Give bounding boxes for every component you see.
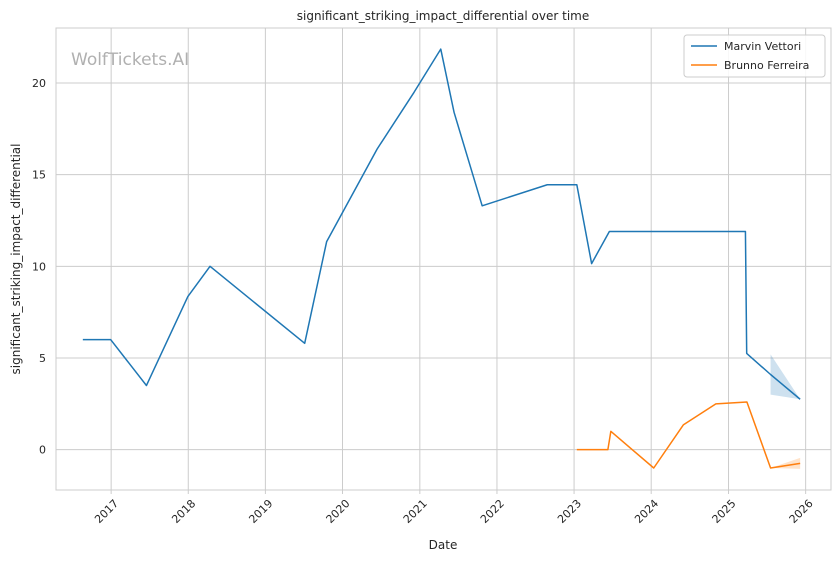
plot-area (55, 27, 832, 491)
chart-title: significant_striking_impact_differential… (297, 9, 589, 23)
watermark: WolfTickets.AI (71, 50, 189, 70)
y-tick-label: 10 (32, 260, 46, 273)
legend-label-1: Marvin Vettori (724, 40, 801, 53)
y-tick-label: 15 (32, 169, 46, 182)
confidence-band-series-1 (770, 354, 801, 400)
series-line-1 (82, 48, 801, 400)
legend-label-2: Brunno Ferreira (724, 59, 809, 72)
plot-frame (55, 27, 832, 491)
y-tick-label: 5 (39, 352, 46, 365)
legend-box (683, 34, 826, 78)
series-line-2 (576, 401, 801, 469)
y-tick-label: 0 (39, 444, 46, 457)
y-axis-title: significant_striking_impact_differential (9, 144, 23, 375)
y-axis: 0 5 10 15 20 (32, 77, 46, 457)
legend: Marvin Vettori Brunno Ferreira (683, 34, 826, 78)
grid-lines (56, 28, 831, 490)
x-axis-title: Date (429, 538, 458, 552)
series-lines (82, 48, 801, 469)
y-tick-label: 20 (32, 77, 46, 90)
